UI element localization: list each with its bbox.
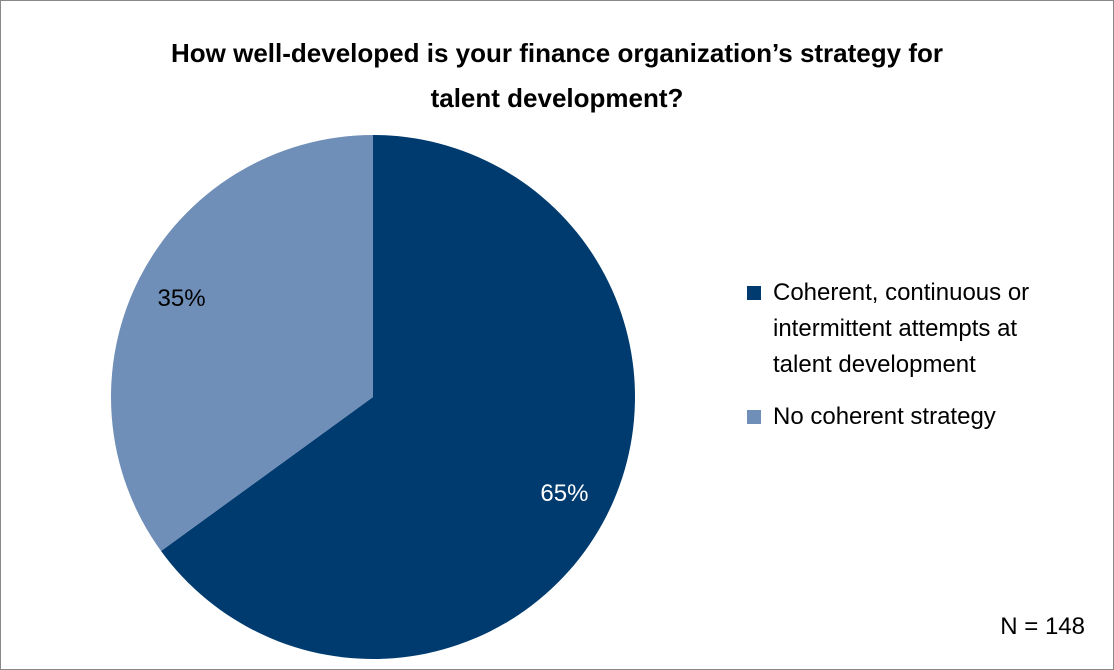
pie-slice [110,135,373,551]
legend-label: Coherent, continuous or intermittent att… [773,279,1030,378]
legend: Coherent, continuous or intermittent att… [747,275,1077,451]
annotation: N = 148 [1000,613,1085,640]
legend-swatch [747,410,761,424]
legend-label: No coherent strategy [773,403,996,430]
pie-slice [161,135,636,659]
legend-item: No coherent strategy [747,399,1077,435]
legend-item: Coherent, continuous or intermittent att… [747,275,1077,383]
data-label: 35% [158,285,206,312]
legend-swatch [747,286,761,300]
chart-title: How well-developed is your finance organ… [171,38,943,113]
data-label: 65% [540,480,588,507]
